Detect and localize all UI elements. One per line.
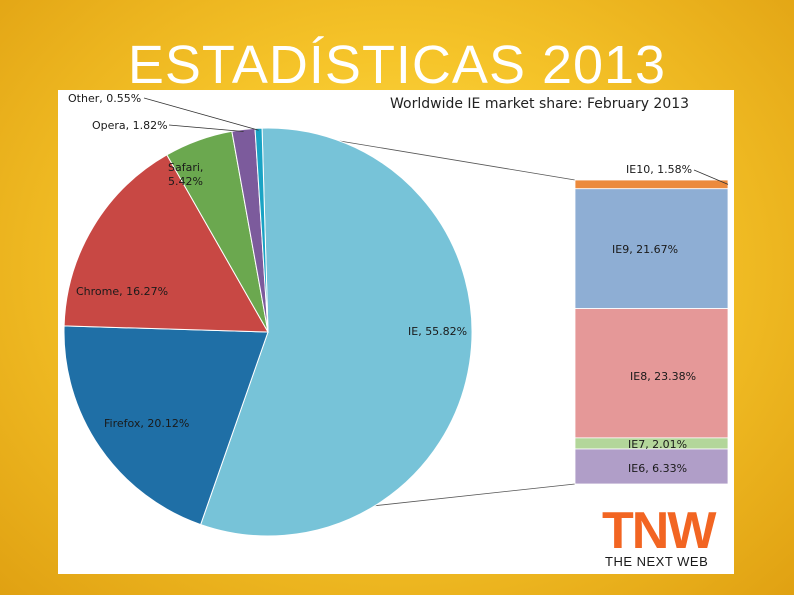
leader-line-other bbox=[143, 97, 259, 131]
data-labels: IE, 55.82% Firefox, 20.12% Chrome, 16.27% S… bbox=[68, 92, 729, 475]
market-share-chart: Worldwide IE market share: February 2013… bbox=[63, 92, 729, 569]
pie-slice-other bbox=[254, 127, 269, 333]
bar-label-ie8: IE8, 23.38% bbox=[630, 370, 696, 383]
bar-label-ie9: IE9, 21.67% bbox=[612, 243, 678, 256]
pie-label-opera: Opera, 1.82% bbox=[92, 119, 168, 132]
slide-title: ESTADÍSTICAS 2013 bbox=[127, 35, 667, 95]
bar-segment-ie6 bbox=[574, 448, 729, 485]
tnw-logo-subtitle: THE NEXT WEB bbox=[605, 554, 708, 569]
bar-label-ie10: IE10, 1.58% bbox=[626, 163, 692, 176]
pie-label-chrome: Chrome, 16.27% bbox=[76, 285, 168, 298]
pie-chart bbox=[63, 127, 473, 537]
bar-segment-ie10 bbox=[574, 179, 729, 190]
bar-label-ie6: IE6, 6.33% bbox=[628, 462, 687, 475]
bar-segment-ie8 bbox=[574, 308, 729, 439]
pie-label-safari: Safari, 5.42% bbox=[168, 161, 203, 188]
ie-version-bar bbox=[574, 179, 729, 485]
pie-slice-firefox bbox=[63, 325, 269, 526]
pie-label-other: Other, 0.55% bbox=[68, 92, 141, 105]
bar-label-ie7: IE7, 2.01% bbox=[628, 438, 687, 451]
leader-line-ie10 bbox=[693, 169, 729, 185]
pie-label-firefox: Firefox, 20.12% bbox=[104, 417, 189, 430]
chart-title: Worldwide IE market share: February 2013 bbox=[390, 96, 689, 112]
bar-segment-ie9 bbox=[574, 188, 729, 309]
tnw-logo-letters: TNW bbox=[602, 502, 717, 560]
leader-line-opera bbox=[168, 124, 244, 132]
tnw-logo: TNW THE NEXT WEB bbox=[602, 502, 719, 569]
pie-slice-chrome bbox=[63, 154, 269, 333]
pie-label-ie: IE, 55.82% bbox=[408, 325, 467, 338]
chart-panel: Worldwide IE market share: February 2013… bbox=[58, 90, 734, 574]
pie-slice-ie bbox=[200, 127, 473, 537]
